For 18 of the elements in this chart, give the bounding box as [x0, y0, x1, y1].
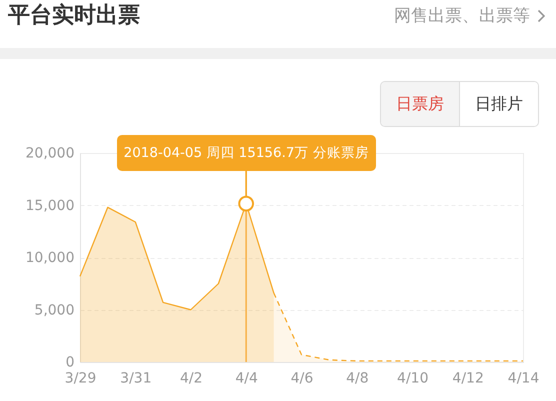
chart-title: 平台实时出票 — [8, 2, 140, 30]
x-tick-label: 4/2 — [180, 370, 203, 386]
annotation: 2018-04-05 周四 15156.7万 分账票房 — [116, 135, 376, 171]
x-tick-label: 3/29 — [64, 370, 96, 386]
x-tick-label: 4/8 — [346, 370, 369, 386]
x-tick-label: 4/6 — [290, 370, 314, 386]
y-tick-label: 20,000 — [26, 146, 74, 162]
x-tick-label: 3/31 — [120, 370, 152, 386]
y-tick-label: 5,000 — [34, 302, 74, 318]
x-tick-label: 4/4 — [235, 370, 258, 386]
chart-subtitle: 网售出票、出票等 — [394, 5, 530, 27]
x-tick-label: 4/14 — [508, 370, 540, 386]
x-tick-label: 4/12 — [452, 370, 484, 386]
x-tick-label: 4/10 — [397, 370, 428, 386]
y-tick-label: 10,000 — [26, 250, 74, 266]
y-tick-label: 15,000 — [26, 198, 74, 214]
tab-buttons: 日票房 日排片 — [380, 81, 539, 127]
y-tick-label: 0 — [66, 354, 74, 370]
